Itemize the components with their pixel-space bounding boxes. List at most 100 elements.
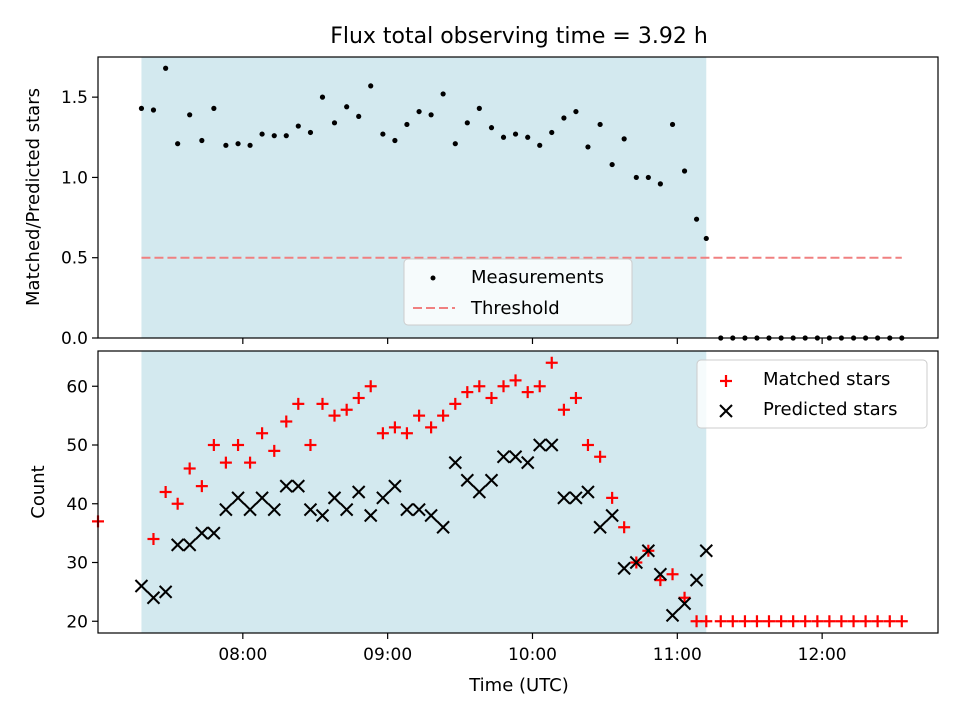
matched-star-point: [413, 409, 426, 422]
predicted-star-point: [484, 473, 499, 487]
legend-matched-marker: [720, 375, 732, 387]
legend-measurements-label: Measurements: [471, 267, 604, 288]
predicted-star-points: [134, 438, 713, 623]
bottom-x-tick-label: 10:00: [508, 645, 557, 665]
predicted-star-point: [327, 491, 342, 505]
measurement-point: [476, 105, 482, 111]
measurement-point: [380, 131, 386, 137]
predicted-star-point: [291, 479, 306, 493]
measurement-point: [621, 136, 627, 142]
matched-star-point: [268, 444, 281, 457]
measurement-point: [703, 235, 709, 242]
bottom-y-axis-ticks: 20 30 40 50 60: [66, 377, 98, 632]
matched-star-point: [328, 409, 341, 422]
measurement-point: [235, 141, 241, 147]
predicted-star-point: [364, 508, 378, 523]
matched-star-point: [461, 386, 474, 399]
matched-star-point: [183, 462, 196, 475]
top-legend-box: [403, 258, 633, 326]
matched-star-point: [316, 397, 329, 410]
measurement-point: [500, 134, 507, 140]
top-legend: Measurements Threshold: [403, 258, 633, 326]
matched-star-point: [400, 427, 413, 440]
matched-star-point: [256, 427, 269, 440]
measurement-point: [428, 112, 434, 118]
matched-star-point: [618, 521, 631, 534]
matched-star-point: [823, 615, 836, 628]
measurement-point: [319, 94, 326, 100]
measurement-point: [657, 181, 663, 187]
predicted-star-point: [520, 455, 535, 470]
predicted-star-point: [472, 485, 487, 499]
matched-star-point: [521, 386, 534, 399]
top-frame: [97, 56, 939, 339]
matched-star-point: [425, 421, 438, 434]
bottom-x-axis-ticks: 08:00 09:00 10:00 11:00 12:00: [218, 633, 847, 665]
matched-star-point: [654, 574, 667, 587]
measurement-point: [633, 174, 639, 181]
matched-star-point: [557, 403, 570, 416]
measurement-point: [175, 141, 181, 147]
matched-star-point: [545, 356, 558, 369]
measurement-point: [344, 104, 350, 110]
predicted-star-point: [158, 585, 173, 599]
predicted-star-point: [182, 538, 197, 552]
predicted-star-point: [400, 502, 414, 517]
measurement-point: [561, 115, 567, 121]
predicted-star-point: [605, 508, 619, 523]
matched-star-point: [533, 380, 546, 393]
bottom-x-tick-label: 11:00: [653, 645, 702, 665]
predicted-star-point: [593, 520, 607, 534]
predicted-star-point: [231, 491, 245, 505]
bottom-legend: Matched stars Predicted stars: [696, 359, 928, 429]
matched-star-point: [292, 397, 305, 410]
matched-star-point: [594, 450, 607, 463]
measurement-point: [537, 142, 543, 148]
measurement-point: [150, 107, 157, 113]
matched-star-point: [581, 439, 594, 451]
measurement-point: [440, 91, 446, 97]
measurement-point: [368, 83, 374, 89]
top-y-tick-label: 0.5: [61, 249, 88, 269]
matched-star-point: [666, 568, 679, 581]
matched-star-point: [700, 615, 713, 628]
matched-star-point: [232, 439, 245, 451]
matched-star-point: [714, 615, 727, 628]
predicted-star-point: [279, 479, 293, 493]
legend-matched-label: Matched stars: [763, 369, 890, 390]
predicted-star-point: [569, 491, 583, 505]
predicted-star-point: [699, 544, 713, 558]
matched-star-point: [787, 615, 800, 628]
top-y-axis-ticks: 0.0 0.5 1.0 1.5: [61, 88, 98, 349]
measurement-point: [211, 105, 217, 111]
bottom-y-tick-label: 20: [66, 612, 88, 632]
predicted-star-point: [508, 450, 523, 464]
predicted-star-point: [641, 544, 656, 558]
predicted-star-point: [170, 538, 185, 552]
matched-star-point: [775, 615, 788, 628]
bottom-y-tick-label: 30: [66, 554, 88, 574]
bottom-y-axis-label: Count: [28, 465, 49, 518]
matched-star-point: [871, 615, 884, 628]
matched-star-point: [509, 374, 522, 387]
matched-star-point: [304, 439, 317, 451]
matched-star-points: [92, 356, 908, 628]
legend-threshold-label: Threshold: [470, 298, 560, 319]
matched-star-point: [485, 392, 498, 404]
matched-star-point: [280, 415, 293, 428]
matched-star-point: [195, 480, 208, 493]
matched-star-point: [762, 615, 775, 628]
predicted-star-point: [545, 438, 559, 452]
predicted-star-point: [533, 438, 547, 452]
matched-star-point: [207, 439, 220, 451]
legend-predicted-marker: [719, 404, 733, 418]
predicted-star-point: [388, 479, 402, 493]
matched-star-point: [606, 491, 619, 504]
predicted-star-point: [436, 520, 450, 534]
measurement-point: [609, 161, 615, 168]
legend-measurements-marker: [430, 275, 436, 281]
matched-star-point: [352, 392, 365, 404]
matched-star-point: [437, 409, 450, 422]
predicted-star-point: [303, 502, 318, 517]
